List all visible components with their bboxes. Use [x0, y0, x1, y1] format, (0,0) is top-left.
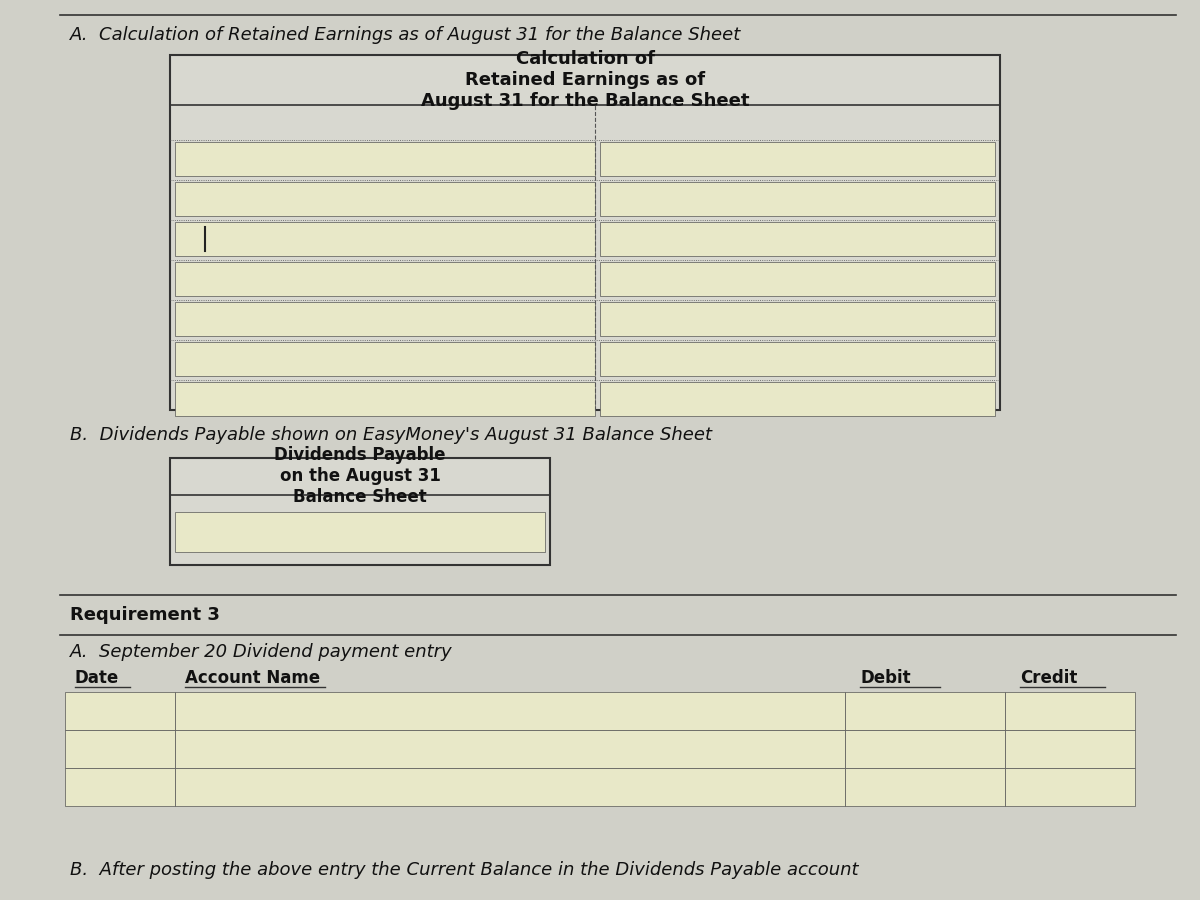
Bar	[170, 55, 1000, 410]
Bar	[600, 302, 995, 336]
Bar	[175, 142, 595, 176]
Bar	[1006, 730, 1135, 768]
Bar	[65, 692, 175, 730]
Text: B.  After posting the above entry the Current Balance in the Dividends Payable a: B. After posting the above entry the Cur…	[70, 861, 858, 879]
Bar	[600, 382, 995, 416]
Bar	[845, 768, 1006, 806]
Text: Date: Date	[74, 669, 119, 687]
Bar	[1006, 692, 1135, 730]
Bar	[65, 768, 175, 806]
Text: Credit: Credit	[1020, 669, 1078, 687]
Bar	[600, 342, 995, 376]
Bar	[175, 692, 845, 730]
Bar	[1006, 768, 1135, 806]
Text: A.  Calculation of Retained Earnings as of August 31 for the Balance Sheet: A. Calculation of Retained Earnings as o…	[70, 26, 742, 44]
Bar	[600, 142, 995, 176]
Text: Account Name: Account Name	[185, 669, 320, 687]
Bar	[175, 730, 845, 768]
Text: Debit: Debit	[860, 669, 911, 687]
Bar	[600, 262, 995, 296]
Bar	[175, 768, 845, 806]
Bar	[175, 512, 545, 552]
Bar	[175, 342, 595, 376]
Bar	[175, 302, 595, 336]
Bar	[845, 730, 1006, 768]
Text: Requirement 3: Requirement 3	[70, 606, 220, 624]
Text: Calculation of
Retained Earnings as of
August 31 for the Balance Sheet: Calculation of Retained Earnings as of A…	[421, 50, 749, 110]
Text: A.  September 20 Dividend payment entry: A. September 20 Dividend payment entry	[70, 643, 452, 661]
Bar	[600, 222, 995, 256]
Bar	[170, 458, 550, 565]
Text: B.  Dividends Payable shown on EasyMoney's August 31 Balance Sheet: B. Dividends Payable shown on EasyMoney'…	[70, 426, 712, 444]
Bar	[175, 382, 595, 416]
Bar	[600, 182, 995, 216]
Bar	[175, 222, 595, 256]
Text: Dividends Payable
on the August 31
Balance Sheet: Dividends Payable on the August 31 Balan…	[275, 446, 445, 506]
Bar	[175, 262, 595, 296]
Bar	[175, 182, 595, 216]
Bar	[65, 730, 175, 768]
Bar	[845, 692, 1006, 730]
